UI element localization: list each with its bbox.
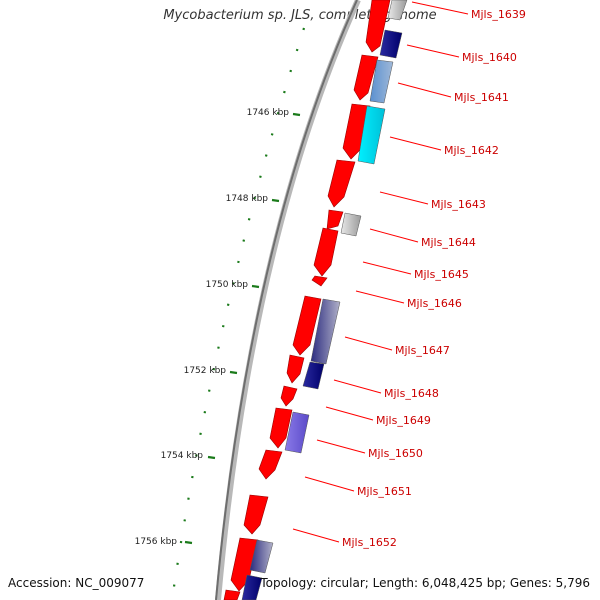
gene-block <box>310 298 341 365</box>
accession-label: Accession: NC_009077 <box>8 576 145 590</box>
map-title: Mycobacterium sp. JLS, complete genome <box>163 8 437 23</box>
gene-label: Mjls_1647 <box>395 344 450 357</box>
gene-arrow <box>286 354 305 384</box>
scale-tick <box>207 455 216 460</box>
tick-label: 1746 kbp <box>247 108 290 118</box>
gene-block <box>379 29 403 59</box>
gene-arrow <box>280 385 298 407</box>
scale-tick <box>271 198 280 203</box>
scale-tick <box>184 540 193 545</box>
gene-arrow <box>327 159 356 208</box>
gene-label: Mjls_1650 <box>368 447 423 460</box>
tick-label: 1752 kbp <box>184 366 227 376</box>
leader-line <box>325 406 374 421</box>
tick-label: 1748 kbp <box>226 194 269 204</box>
leader-line <box>355 290 405 304</box>
gene-arrow <box>292 295 322 356</box>
gene-block <box>241 574 263 600</box>
gene-label: Mjls_1642 <box>444 144 499 157</box>
gene-arrow <box>230 537 259 592</box>
gene-arrow <box>342 103 371 160</box>
backbone-line <box>215 0 358 600</box>
gene-arrow <box>243 494 269 535</box>
scale-tick <box>229 370 238 375</box>
leader-line <box>344 336 393 351</box>
leader-line <box>333 379 382 394</box>
gene-label: Mjls_1651 <box>357 485 412 498</box>
gene-arrow <box>223 589 241 600</box>
gene-label: Mjls_1639 <box>471 8 526 21</box>
scale-tick <box>292 112 301 117</box>
leader-line <box>411 1 469 15</box>
gene-arrow <box>258 449 283 480</box>
scale-ticks <box>184 112 301 545</box>
tick-label: 1756 kbp <box>135 537 178 547</box>
gene-label: Mjls_1641 <box>454 91 509 104</box>
backbone-shadow <box>215 0 361 600</box>
leader-line <box>292 528 340 543</box>
forward-strand-genes <box>241 0 408 600</box>
gene-block <box>284 411 310 454</box>
leader-line <box>362 261 412 275</box>
gene-block <box>357 105 386 165</box>
leader-line <box>316 439 366 454</box>
leader-line <box>397 82 452 98</box>
tick-label: 1754 kbp <box>161 451 204 461</box>
gene-arrow <box>326 209 344 230</box>
gene-label: Mjls_1652 <box>342 536 397 549</box>
gene-arrow <box>313 227 339 277</box>
leader-line <box>406 44 460 58</box>
gene-block <box>302 361 325 390</box>
gene-block <box>369 59 394 104</box>
gene-label: Mjls_1643 <box>431 198 486 211</box>
tick-label: 1750 kbp <box>206 280 249 290</box>
gene-label: Mjls_1649 <box>376 414 431 427</box>
leader-line <box>389 136 442 151</box>
gene-block <box>249 539 274 574</box>
genome-summary: Topology: circular; Length: 6,048,425 bp… <box>260 576 590 590</box>
gene-label: Mjls_1645 <box>414 268 469 281</box>
gene-label: Mjls_1640 <box>462 51 517 64</box>
label-leaders <box>292 1 469 543</box>
gene-arrow <box>365 0 391 53</box>
leader-line <box>304 476 355 492</box>
scale-tick <box>251 284 260 289</box>
gene-arrow <box>353 54 379 101</box>
reverse-strand-genes <box>223 0 391 600</box>
gene-arrow <box>311 275 328 287</box>
leader-line <box>379 191 429 205</box>
leader-line <box>369 228 419 243</box>
gene-block <box>387 0 408 21</box>
gene-arrow <box>269 407 293 449</box>
gene-block <box>340 212 362 237</box>
gene-label: Mjls_1648 <box>384 387 439 400</box>
gene-label: Mjls_1644 <box>421 236 476 249</box>
gene-label: Mjls_1646 <box>407 297 462 310</box>
